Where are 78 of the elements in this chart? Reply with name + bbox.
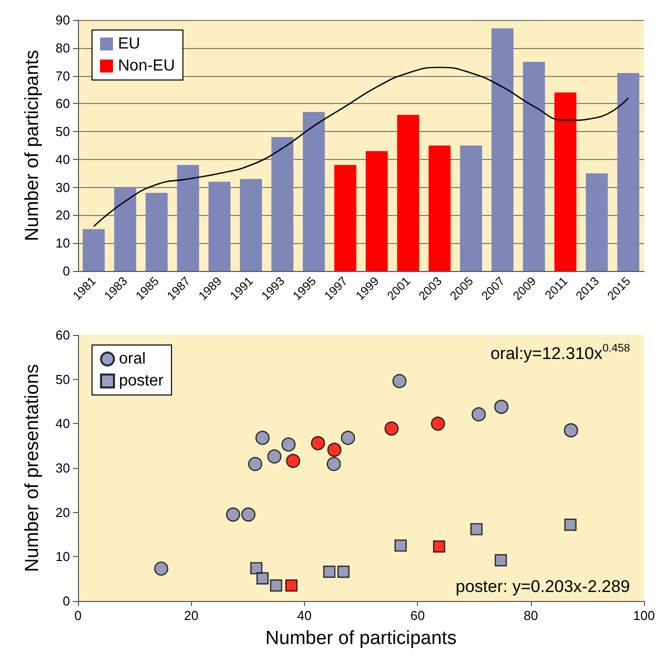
bar (271, 137, 294, 271)
point (248, 456, 262, 472)
y-tick-label: 10 (56, 236, 70, 251)
bar (146, 192, 168, 271)
y-tick-label: 50 (56, 372, 70, 387)
y-tick-label: 20 (56, 208, 70, 223)
point (255, 430, 270, 445)
point (337, 566, 350, 578)
bar (586, 173, 608, 271)
point (564, 518, 577, 531)
y-tick-label: 0 (62, 264, 70, 278)
point (494, 400, 508, 414)
point (430, 416, 446, 431)
point (285, 579, 298, 592)
point (326, 456, 341, 472)
point (472, 407, 486, 422)
legend-label: poster (119, 372, 164, 390)
point (470, 523, 483, 536)
point (384, 421, 399, 436)
point (270, 579, 282, 592)
legend-label: EU (118, 36, 140, 52)
x-tick-label: 60 (410, 608, 425, 623)
y-tick-label: 0 (62, 594, 70, 608)
legend-label: oral (119, 350, 146, 368)
point (564, 423, 578, 438)
x-tick-label: 80 (524, 608, 538, 623)
x-tick-label: 20 (184, 608, 198, 623)
point (340, 430, 356, 445)
y-tick-label: 60 (56, 96, 70, 112)
bar (82, 229, 105, 271)
point (310, 436, 326, 450)
bar (617, 72, 640, 271)
y-tick-label: 60 (56, 328, 70, 342)
point (394, 539, 407, 552)
y-tick-label: 20 (56, 504, 70, 520)
y-axis-title: Number of participants (22, 50, 43, 242)
y-tick-label: 80 (56, 40, 70, 56)
y-tick-label: 40 (56, 416, 70, 432)
legend-label: Non-EU (118, 58, 175, 74)
y-tick-label: 10 (56, 549, 70, 564)
point (494, 554, 507, 566)
y-tick-label: 30 (56, 180, 70, 195)
y-tick-label: 70 (56, 68, 70, 84)
bar (460, 146, 482, 271)
y-tick-label: 50 (56, 124, 70, 140)
point (241, 507, 256, 522)
x-tick-label: 0 (74, 608, 82, 623)
point (327, 442, 342, 457)
bar (554, 92, 576, 271)
point (323, 566, 336, 578)
point (154, 562, 168, 576)
bar (114, 187, 136, 271)
annotation: poster: y=0.203x-2.289 (456, 577, 630, 596)
point (226, 507, 240, 522)
bar (334, 165, 356, 271)
point (392, 374, 407, 388)
point (250, 562, 262, 574)
bar (208, 182, 231, 271)
bar (366, 151, 388, 271)
point (281, 437, 296, 452)
bar (491, 28, 514, 271)
bar (240, 178, 262, 271)
y-tick-label: 30 (56, 460, 70, 476)
x-tick-label: 40 (297, 608, 312, 623)
y-tick-label: 90 (56, 12, 70, 28)
point (286, 454, 300, 468)
point (267, 449, 282, 464)
bar (428, 146, 451, 271)
bar (177, 165, 200, 271)
bar (397, 114, 420, 271)
point (256, 572, 269, 584)
point (433, 540, 446, 553)
y-tick-label: 40 (56, 152, 70, 167)
bar (302, 112, 325, 271)
bar (522, 62, 545, 271)
x-tick-label: 100 (633, 608, 655, 623)
x-axis-title: Number of participants (265, 628, 457, 649)
y-axis-title: Number of presentations (22, 364, 43, 572)
